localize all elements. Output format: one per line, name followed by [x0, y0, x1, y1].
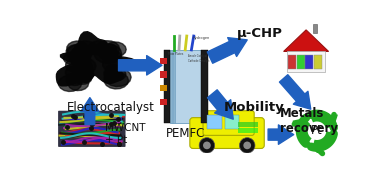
Polygon shape — [74, 58, 96, 74]
Polygon shape — [74, 63, 93, 76]
Polygon shape — [77, 61, 92, 72]
FancyArrowPatch shape — [81, 98, 99, 125]
Polygon shape — [104, 72, 129, 89]
Polygon shape — [66, 73, 84, 85]
FancyArrowPatch shape — [313, 142, 324, 156]
FancyArrowPatch shape — [293, 119, 305, 131]
Bar — [175, 50, 205, 123]
Bar — [238, 122, 258, 127]
Bar — [160, 85, 167, 92]
FancyArrowPatch shape — [208, 90, 233, 119]
Text: Flow Plates: Flow Plates — [168, 52, 183, 56]
Bar — [287, 51, 325, 72]
Circle shape — [199, 138, 215, 153]
Polygon shape — [67, 41, 88, 56]
Polygon shape — [313, 132, 334, 148]
Bar — [160, 99, 167, 105]
Text: Cathode Catalyst: Cathode Catalyst — [188, 60, 210, 63]
Polygon shape — [103, 57, 125, 72]
Bar — [226, 115, 239, 129]
Polygon shape — [75, 41, 97, 56]
Bar — [171, 50, 205, 123]
Text: Anode Catalyst: Anode Catalyst — [188, 54, 207, 58]
Bar — [314, 55, 322, 69]
Text: Metals
recovery: Metals recovery — [280, 107, 338, 135]
Bar — [313, 24, 318, 33]
Bar — [172, 50, 205, 123]
Polygon shape — [65, 66, 82, 78]
Polygon shape — [67, 44, 92, 62]
Polygon shape — [106, 65, 119, 74]
Polygon shape — [108, 68, 126, 80]
Circle shape — [203, 142, 211, 149]
Polygon shape — [76, 55, 91, 65]
Bar — [175, 50, 205, 123]
Bar — [238, 128, 258, 133]
Bar — [174, 50, 205, 123]
Bar — [170, 50, 205, 123]
Polygon shape — [59, 75, 82, 92]
Polygon shape — [77, 68, 94, 80]
Bar — [170, 50, 205, 123]
Polygon shape — [300, 119, 311, 145]
Polygon shape — [66, 45, 88, 60]
Polygon shape — [96, 41, 120, 57]
Bar — [305, 55, 313, 69]
FancyArrowPatch shape — [119, 56, 162, 75]
Bar — [288, 55, 296, 69]
Circle shape — [243, 142, 251, 149]
Polygon shape — [104, 68, 131, 87]
FancyArrowPatch shape — [207, 38, 247, 63]
Polygon shape — [64, 53, 79, 64]
FancyArrowPatch shape — [324, 115, 337, 126]
Bar — [160, 71, 167, 78]
Polygon shape — [102, 44, 117, 54]
Text: Pt: Pt — [311, 124, 323, 137]
Polygon shape — [74, 61, 92, 73]
FancyArrowPatch shape — [268, 125, 294, 144]
FancyBboxPatch shape — [190, 118, 264, 148]
Circle shape — [239, 138, 255, 153]
Bar — [160, 58, 167, 64]
Text: Mobility: Mobility — [224, 101, 285, 115]
Polygon shape — [56, 32, 137, 86]
Polygon shape — [105, 42, 126, 57]
FancyBboxPatch shape — [203, 111, 254, 135]
Polygon shape — [99, 47, 118, 61]
Text: μ-CHP: μ-CHP — [237, 27, 283, 40]
Bar — [173, 50, 205, 123]
Bar — [297, 55, 305, 69]
Polygon shape — [89, 41, 109, 55]
Polygon shape — [310, 114, 333, 128]
Polygon shape — [104, 69, 116, 78]
Polygon shape — [66, 58, 85, 72]
Text: PEMFC: PEMFC — [166, 127, 206, 140]
FancyBboxPatch shape — [58, 111, 125, 147]
Polygon shape — [284, 30, 328, 51]
Polygon shape — [68, 76, 89, 91]
Polygon shape — [74, 72, 92, 84]
Polygon shape — [94, 44, 122, 63]
Bar — [172, 50, 205, 123]
Bar — [201, 50, 208, 123]
Text: Electrocatalyst: Electrocatalyst — [67, 101, 155, 114]
Text: MWCNT
+ Pt: MWCNT + Pt — [105, 123, 146, 145]
Bar — [174, 50, 205, 123]
FancyArrowPatch shape — [279, 75, 311, 109]
Bar — [207, 115, 222, 129]
Polygon shape — [108, 52, 121, 61]
Bar — [164, 50, 170, 123]
Text: Hydrogen: Hydrogen — [193, 36, 210, 40]
